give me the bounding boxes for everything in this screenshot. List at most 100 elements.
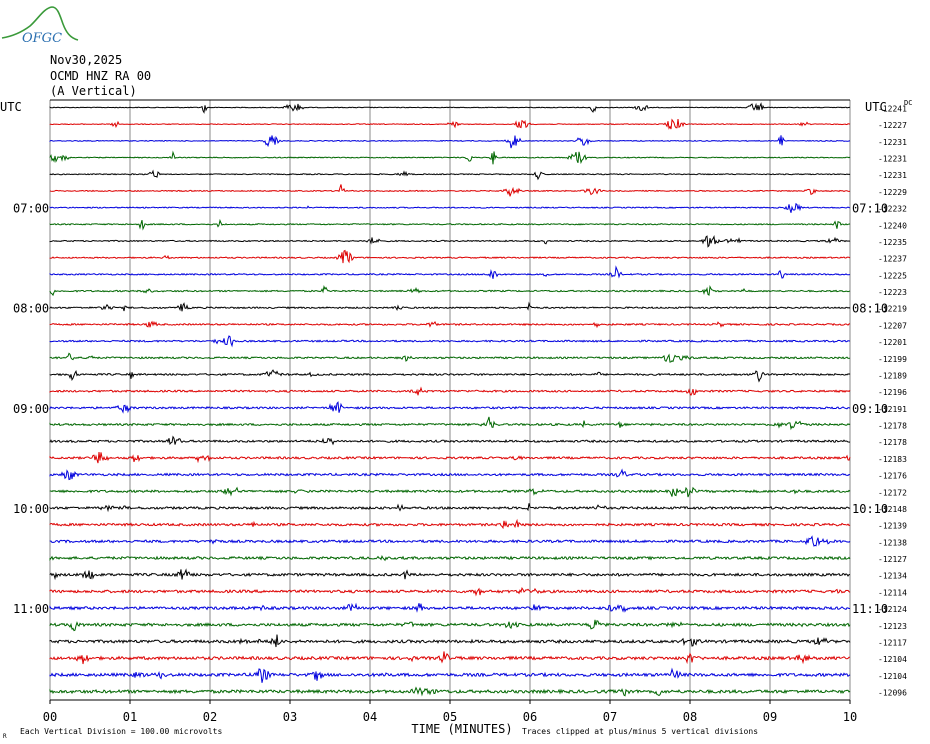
dc-offset-label-3: -12231 — [878, 155, 907, 164]
dc-offset-label-14: -12201 — [878, 338, 907, 347]
trace-line-4 — [49, 169, 851, 181]
trace-line-19 — [49, 416, 851, 431]
x-axis-label: TIME (MINUTES) — [411, 722, 512, 736]
dc-offset-label-8: -12235 — [878, 238, 907, 247]
dc-offset-label-7: -12240 — [878, 221, 907, 230]
x-tick-label-10: 10 — [843, 710, 857, 724]
dc-offset-label-15: -12199 — [878, 355, 907, 364]
dc-offset-label-21: -12183 — [878, 455, 907, 464]
x-tick-label-0: 00 — [43, 710, 57, 724]
dc-offset-label-23: -12172 — [878, 488, 907, 497]
trace-line-22 — [49, 468, 851, 481]
trace-line-1 — [49, 118, 851, 130]
x-tick-label-1: 01 — [123, 710, 137, 724]
trace-line-7 — [49, 218, 851, 231]
dc-offset-label-20: -12178 — [878, 438, 907, 447]
x-tick-label-5: 05 — [443, 710, 457, 724]
trace-line-20 — [49, 435, 851, 446]
trace-line-16 — [49, 369, 851, 383]
trace-line-14 — [49, 335, 851, 348]
footer-clip-note: Traces clipped at plus/minus 5 vertical … — [522, 727, 758, 736]
dc-offset-label-22: -12176 — [878, 472, 907, 481]
dc-offset-label-18: -12191 — [878, 405, 907, 414]
left-time-label-3: 10:00 — [13, 502, 49, 516]
trace-line-18 — [49, 401, 851, 414]
trace-line-3 — [49, 150, 851, 165]
trace-line-13 — [49, 320, 851, 329]
dc-offset-label-19: -12178 — [878, 422, 907, 431]
trace-line-8 — [49, 235, 851, 248]
dc-offset-label-28: -12134 — [878, 572, 907, 581]
left-time-label-2: 09:00 — [13, 402, 49, 416]
trace-line-10 — [49, 265, 851, 279]
right-time-label-0: 07:10 — [852, 202, 888, 216]
trace-line-31 — [49, 619, 851, 632]
dc-offset-label-29: -12114 — [878, 588, 907, 597]
component-label: (A Vertical) — [50, 84, 137, 98]
right-time-label-2: 09:10 — [852, 402, 888, 416]
trace-line-24 — [49, 503, 851, 513]
dc-header-label: DC — [904, 99, 912, 107]
trace-line-15 — [49, 352, 851, 363]
x-tick-label-9: 09 — [763, 710, 777, 724]
dc-offset-label-1: -12227 — [878, 121, 907, 130]
left-utc-title: UTC — [0, 100, 22, 114]
trace-line-12 — [49, 301, 851, 312]
x-tick-label-8: 08 — [683, 710, 697, 724]
right-time-label-1: 08:10 — [852, 302, 888, 316]
dc-offset-label-26: -12138 — [878, 538, 907, 547]
station-label: OCMD HNZ RA 00 — [50, 69, 152, 83]
dc-offset-label-11: -12223 — [878, 288, 907, 297]
dc-offset-label-33: -12104 — [878, 655, 907, 664]
x-tick-label-7: 07 — [603, 710, 617, 724]
dc-offset-label-4: -12231 — [878, 171, 907, 180]
trace-line-23 — [49, 486, 851, 498]
trace-line-9 — [49, 249, 851, 264]
left-time-label-4: 11:00 — [13, 602, 49, 616]
trace-line-33 — [49, 651, 850, 665]
trace-line-35 — [49, 686, 851, 697]
dc-offset-label-5: -12229 — [878, 188, 907, 197]
dc-offset-label-32: -12117 — [878, 638, 907, 647]
ofgc-logo: OFGC — [0, 2, 80, 50]
trace-line-21 — [49, 452, 851, 464]
trace-line-27 — [49, 555, 851, 562]
x-tick-label-2: 02 — [203, 710, 217, 724]
dc-offset-label-34: -12104 — [878, 672, 907, 681]
trace-line-30 — [49, 602, 850, 613]
dc-offset-label-25: -12139 — [878, 522, 907, 531]
trace-line-25 — [49, 518, 851, 530]
trace-line-5 — [49, 184, 851, 197]
footer-corner-mark: R — [3, 733, 7, 740]
right-time-label-3: 10:10 — [852, 502, 888, 516]
footer-scale-note: Each Vertical Division = 100.00 microvol… — [20, 727, 222, 736]
dc-offset-label-27: -12127 — [878, 555, 907, 564]
dc-offset-label-17: -12196 — [878, 388, 907, 397]
dc-offset-label-35: -12096 — [878, 689, 907, 698]
trace-line-2 — [49, 135, 851, 149]
trace-line-6 — [49, 202, 851, 213]
trace-line-26 — [49, 535, 851, 547]
trace-line-17 — [49, 386, 851, 396]
dc-offset-label-6: -12232 — [878, 205, 907, 214]
right-utc-title: UTC — [865, 100, 887, 114]
x-tick-label-6: 06 — [523, 710, 537, 724]
dc-offset-label-16: -12189 — [878, 371, 907, 380]
dc-offset-label-31: -12123 — [878, 622, 907, 631]
logo-text: OFGC — [22, 31, 62, 46]
left-time-label-0: 07:00 — [13, 202, 49, 216]
x-tick-label-4: 04 — [363, 710, 377, 724]
dc-offset-label-2: -12231 — [878, 138, 907, 147]
dc-offset-label-13: -12207 — [878, 321, 907, 330]
dc-offset-label-10: -12225 — [878, 271, 907, 280]
dc-offset-label-30: -12124 — [878, 605, 907, 614]
dc-offset-label-0: -12241 — [878, 105, 907, 114]
dc-offset-label-24: -12148 — [878, 505, 907, 514]
right-time-label-4: 11:10 — [852, 602, 888, 616]
dc-offset-label-12: -12219 — [878, 305, 907, 314]
trace-line-28 — [49, 568, 850, 581]
trace-line-32 — [49, 634, 851, 648]
left-time-label-1: 08:00 — [13, 302, 49, 316]
trace-line-29 — [49, 587, 851, 597]
